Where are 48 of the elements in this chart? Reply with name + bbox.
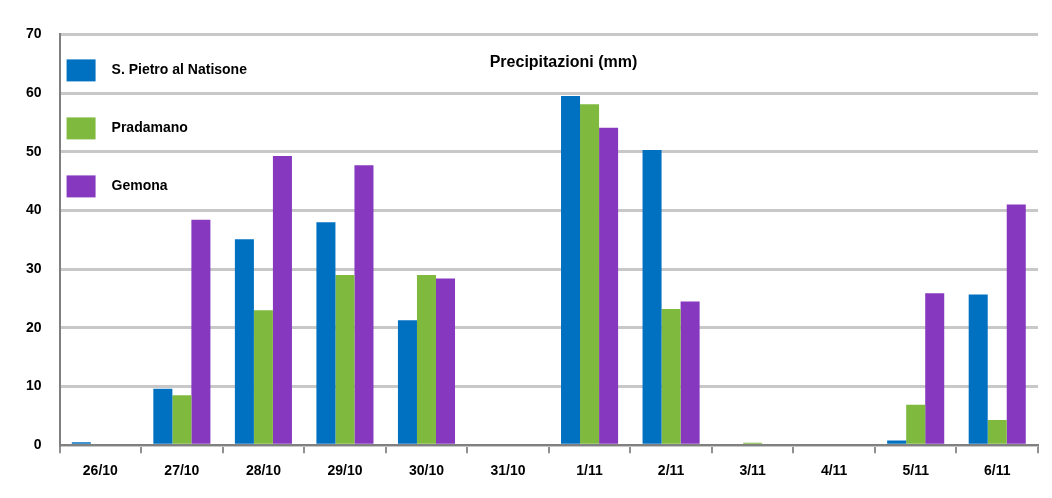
bar xyxy=(397,320,417,444)
y-tick-label: 70 xyxy=(25,25,42,42)
y-tick-label: 20 xyxy=(25,318,42,335)
y-tick-label: 10 xyxy=(25,377,42,394)
bar xyxy=(416,275,436,444)
legend-label: S. Pietro al Natisone xyxy=(111,61,248,78)
text: Precipitazioni (mm) xyxy=(489,52,638,70)
bar xyxy=(335,275,355,444)
x-tick-label: 27/10 xyxy=(164,462,200,479)
y-tick-label: 0 xyxy=(33,436,42,453)
bar xyxy=(1006,204,1026,444)
x-tick-label: 30/10 xyxy=(408,462,445,479)
bar xyxy=(642,150,662,444)
x-tick-label: 4/11 xyxy=(820,462,848,479)
bar xyxy=(968,294,988,444)
bar xyxy=(253,310,273,444)
y-tick-label: 40 xyxy=(25,201,42,218)
bar xyxy=(661,309,681,444)
bar xyxy=(887,440,907,444)
x-tick-label: 29/10 xyxy=(327,462,363,479)
x-tick-label: 31/10 xyxy=(490,462,526,479)
x-tick-label: 1/11 xyxy=(576,462,603,479)
y-tick-label: 60 xyxy=(25,83,42,100)
y-tick-label: 50 xyxy=(25,142,42,159)
x-tick-label: 3/11 xyxy=(739,462,767,479)
legend-label: Gemona xyxy=(111,177,168,194)
bar xyxy=(172,395,192,444)
bar xyxy=(925,293,945,444)
x-tick-label: 2/11 xyxy=(657,462,685,479)
bar xyxy=(191,219,211,444)
bar xyxy=(272,155,292,444)
bar xyxy=(436,278,456,444)
y-tick-label: 30 xyxy=(25,260,42,276)
bar xyxy=(234,239,254,444)
x-tick-label: 26/10 xyxy=(82,462,119,479)
bar xyxy=(906,404,926,444)
bar xyxy=(354,165,374,444)
bar xyxy=(680,301,700,444)
bar xyxy=(561,96,581,444)
x-tick-label: 6/11 xyxy=(983,462,1011,479)
legend-label: Pradamano xyxy=(111,119,188,136)
bar xyxy=(987,419,1007,444)
bar xyxy=(599,127,619,444)
bar xyxy=(316,222,336,444)
x-tick-label: 28/10 xyxy=(245,462,282,479)
bar xyxy=(580,104,600,444)
bar xyxy=(153,388,173,444)
x-tick-label: 5/11 xyxy=(902,462,930,479)
